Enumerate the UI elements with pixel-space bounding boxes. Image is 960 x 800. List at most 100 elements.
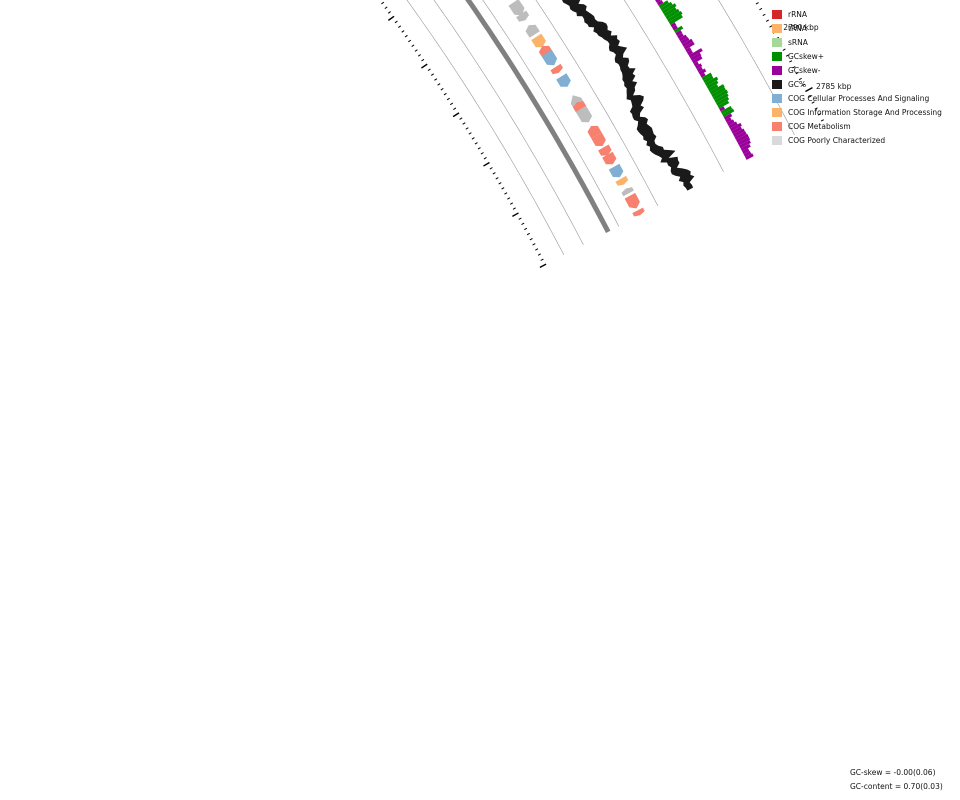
gc-skew-positive [704,76,719,87]
legend-label: tRNA [788,24,807,33]
inner-tick [411,44,415,48]
gc-skew-positive [720,105,733,115]
gc-skew-negative [682,38,694,48]
legend-swatch [772,24,782,33]
inner-tick [387,11,391,14]
genome-backbone [465,0,611,234]
inner-tick [504,192,508,195]
gc-skew-positive [708,84,719,92]
outer-tick [769,25,773,28]
ring-line-1 [433,0,584,245]
inner-tick [512,207,516,210]
outer-tick [782,48,786,51]
legend-item: GC% [772,79,958,93]
gc-skew-negative [675,30,683,36]
gc-skew-positive [709,84,725,95]
gene-feature [573,101,587,112]
gene-feature [598,144,612,156]
gc-skew-negative [696,66,703,73]
gene-feature [525,24,540,38]
gc-skew-negative [677,32,684,39]
inner-tick [446,97,450,101]
gc-skew-positive [658,0,669,9]
inner-tick [495,177,499,180]
inner-tick [509,202,514,205]
legend-item: sRNA [772,37,958,51]
gene-feature [587,125,602,139]
gene-feature [577,108,593,123]
gene-feature [615,175,629,186]
gene-feature [632,207,645,217]
gc-skew-negative [731,126,743,135]
gc-skew-negative [725,117,732,123]
legend-item: COG Information Storage And Processing [772,107,958,121]
inner-tick [459,117,463,120]
gene-feature [556,73,571,87]
ring-line-5 [718,0,795,136]
ring-line-4 [623,0,724,172]
gc-skew-negative [656,0,664,6]
inner-tick [394,20,398,24]
inner-tick [537,253,541,256]
inner-tick [417,54,421,57]
inner-tick [492,172,496,175]
ring-line-3 [535,0,659,207]
outer-tick [795,71,799,75]
gc-skew-negative [723,113,733,120]
gene-feature [602,151,617,165]
gc-skew-negative [729,122,742,132]
inner-tick [443,92,447,96]
gc-skew-positive [722,108,735,118]
gc-skew-negative [691,55,703,64]
gene-feature [508,0,525,16]
legend-item: rRNA [772,9,958,23]
inner-tick [507,197,511,200]
legend-swatch [772,52,782,61]
gc-skew-positive [715,96,730,106]
inner-tick [434,78,438,81]
ring-line-0 [406,0,565,256]
legend-label: COG Cellular Processes And Signaling [788,94,930,103]
legend-swatch [772,10,782,19]
gc-skew-negative [685,47,692,53]
inner-tick [489,167,493,170]
gene-feature [516,10,530,22]
legend-label: GC% [788,80,807,89]
gc-skew-negative [680,37,690,45]
outer-tick [755,2,759,5]
inner-tick [474,142,478,145]
gc-skew-negative [693,61,699,67]
ring-guide-lines [406,0,795,256]
gene-feature [531,33,546,48]
inner-tick [453,107,457,110]
gc-skew-negative [695,63,703,70]
gc-skew-negative [719,106,726,112]
inner-ruler [381,1,547,269]
inner-tick [501,187,505,190]
inner-tick [427,68,431,72]
legend-label: COG Information Storage And Processing [788,108,942,117]
inner-tick [440,87,444,91]
gc-skew-positive [714,93,729,103]
inner-tick [498,182,502,185]
inner-tick [387,15,395,21]
legend: rRNA tRNA sRNA GCskew+ GCskew- GC% COG Cellula… [772,9,958,149]
legend-swatch [772,66,782,75]
inner-tick [465,127,469,130]
gene-feature [608,163,624,178]
gene-feature [621,187,634,197]
gc-skew-negative [745,153,754,160]
legend-swatch [772,38,782,47]
gc-skew-negative [687,50,694,56]
outer-tick [817,113,821,116]
inner-tick [532,243,536,246]
outer-tick [808,95,812,98]
gc-content-plot [562,0,695,191]
inner-tick [404,34,408,38]
legend-label: GCskew+ [788,52,825,61]
gc-skew-positive [667,10,683,23]
gc-skew-negative [690,52,702,61]
legend-item: tRNA [772,23,958,37]
legend-swatch [772,80,782,89]
gene-feature [538,45,554,59]
